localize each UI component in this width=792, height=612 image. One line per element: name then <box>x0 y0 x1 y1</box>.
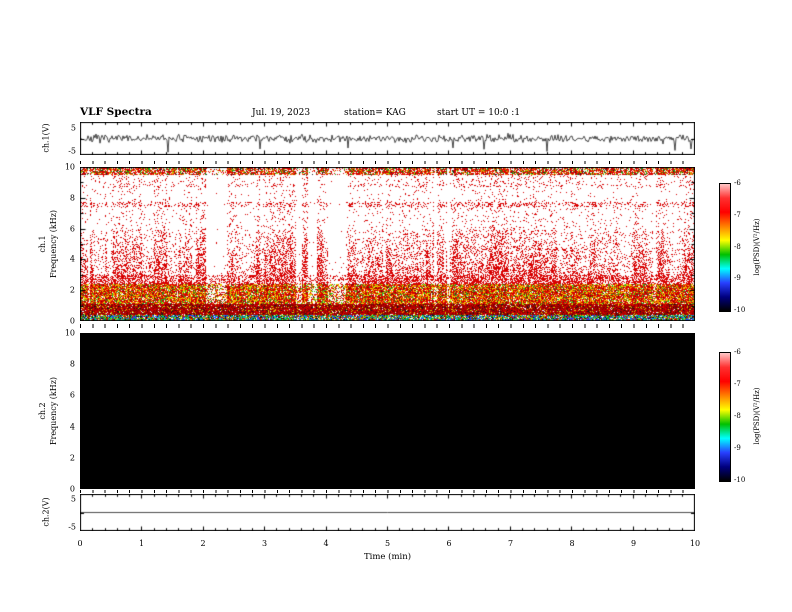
ch2-colorbar-title: log(PSD)(V²/Hz) <box>753 387 761 445</box>
ch1-spectrogram-axis-title: ch.1 Frequency (kHz) <box>37 210 59 278</box>
x-tick-label: 4 <box>323 539 329 548</box>
minor-x-tick-row <box>80 324 695 328</box>
ch2-spectrogram-axis-title: ch.2 Frequency (kHz) <box>37 377 59 445</box>
y-tick-label: 10 <box>64 162 75 172</box>
ch1-waveform-axis-title: ch.1(V) <box>41 123 51 153</box>
y-tick-label: 8 <box>69 193 75 203</box>
ch1-waveform-ytick-bottom: -5 <box>68 146 76 156</box>
x-tick-label: 0 <box>77 539 83 548</box>
ch2-label: ch.2 <box>38 402 47 420</box>
y-tick-label: 6 <box>69 224 75 234</box>
y-tick-label: 2 <box>69 285 75 295</box>
colorbar-tick-label: -6 <box>734 179 741 187</box>
ch2-spectrogram-panel <box>80 333 695 489</box>
plot-title: VLF Spectra <box>80 106 152 118</box>
ch1-waveform-ytick-top: 5 <box>70 123 76 133</box>
y-tick-label: 0 <box>69 484 75 494</box>
ch2-waveform-ytick-top: 5 <box>70 494 76 504</box>
plot-start-ut: start UT = 10:0 :1 <box>437 108 521 118</box>
colorbar-tick-label: -6 <box>734 348 741 356</box>
ch2-colorbar <box>719 352 731 482</box>
ch1-spectrogram-panel <box>80 167 695 321</box>
x-tick-label: 3 <box>261 539 268 548</box>
ch1-label: ch.1 <box>38 235 47 253</box>
x-tick-label: 9 <box>630 539 637 548</box>
ch2-frequency-label: Frequency (kHz) <box>49 376 58 446</box>
colorbar-tick-label: -7 <box>734 210 741 219</box>
x-tick-label: 10 <box>689 539 701 548</box>
colorbar-tick-label: -7 <box>734 380 741 388</box>
colorbar-tick-label: -10 <box>734 476 746 484</box>
x-tick-label: 1 <box>138 539 145 548</box>
x-axis-title: Time (min) <box>363 552 412 562</box>
ch1-frequency-label: Frequency (kHz) <box>49 209 58 279</box>
x-tick-label: 6 <box>446 539 452 548</box>
colorbar-tick-label: -10 <box>734 306 746 314</box>
plot-date: Jul. 19, 2023 <box>252 108 311 118</box>
ch2-waveform-axis-title: ch.2(V) <box>41 497 51 527</box>
ch2-spectrogram-ytick-labels: 10 8 6 4 2 0 <box>54 329 76 494</box>
minor-x-tick-row <box>80 161 695 164</box>
x-tick-label: 2 <box>200 539 206 548</box>
ch1-colorbar-tick-labels: -6 -7 -8 -9 -10 <box>734 179 760 314</box>
y-tick-label: 10 <box>64 328 75 338</box>
colorbar-tick-label: -8 <box>734 412 741 420</box>
colorbar-tick-label: -9 <box>734 444 741 452</box>
x-tick-label: 5 <box>384 539 391 548</box>
ch2-waveform-ytick-bottom: -5 <box>68 522 76 532</box>
y-tick-label: 8 <box>69 359 75 369</box>
colorbar-tick-label: -8 <box>734 242 741 251</box>
y-tick-label: 4 <box>69 422 75 432</box>
ch1-waveform-panel <box>80 122 695 155</box>
x-tick-label: 7 <box>507 539 514 548</box>
x-tick-labels: 0 1 2 3 4 5 6 7 8 9 10 <box>77 539 700 550</box>
y-tick-label: 0 <box>69 316 75 326</box>
y-tick-label: 2 <box>69 453 75 463</box>
y-tick-label: 4 <box>69 254 75 264</box>
y-tick-label: 6 <box>69 390 75 400</box>
ch1-colorbar <box>719 183 731 312</box>
colorbar-tick-label: -9 <box>734 274 741 283</box>
ch1-colorbar-title: log(PSD)(V²/Hz) <box>753 218 761 276</box>
minor-x-tick-row <box>80 490 695 493</box>
ch1-spectrogram-ytick-labels: 10 8 6 4 2 0 <box>54 163 76 326</box>
plot-station: station= KAG <box>344 108 406 118</box>
x-tick-label: 8 <box>569 539 575 548</box>
ch2-waveform-panel <box>80 494 695 531</box>
ch2-colorbar-tick-labels: -6 -7 -8 -9 -10 <box>734 348 760 484</box>
